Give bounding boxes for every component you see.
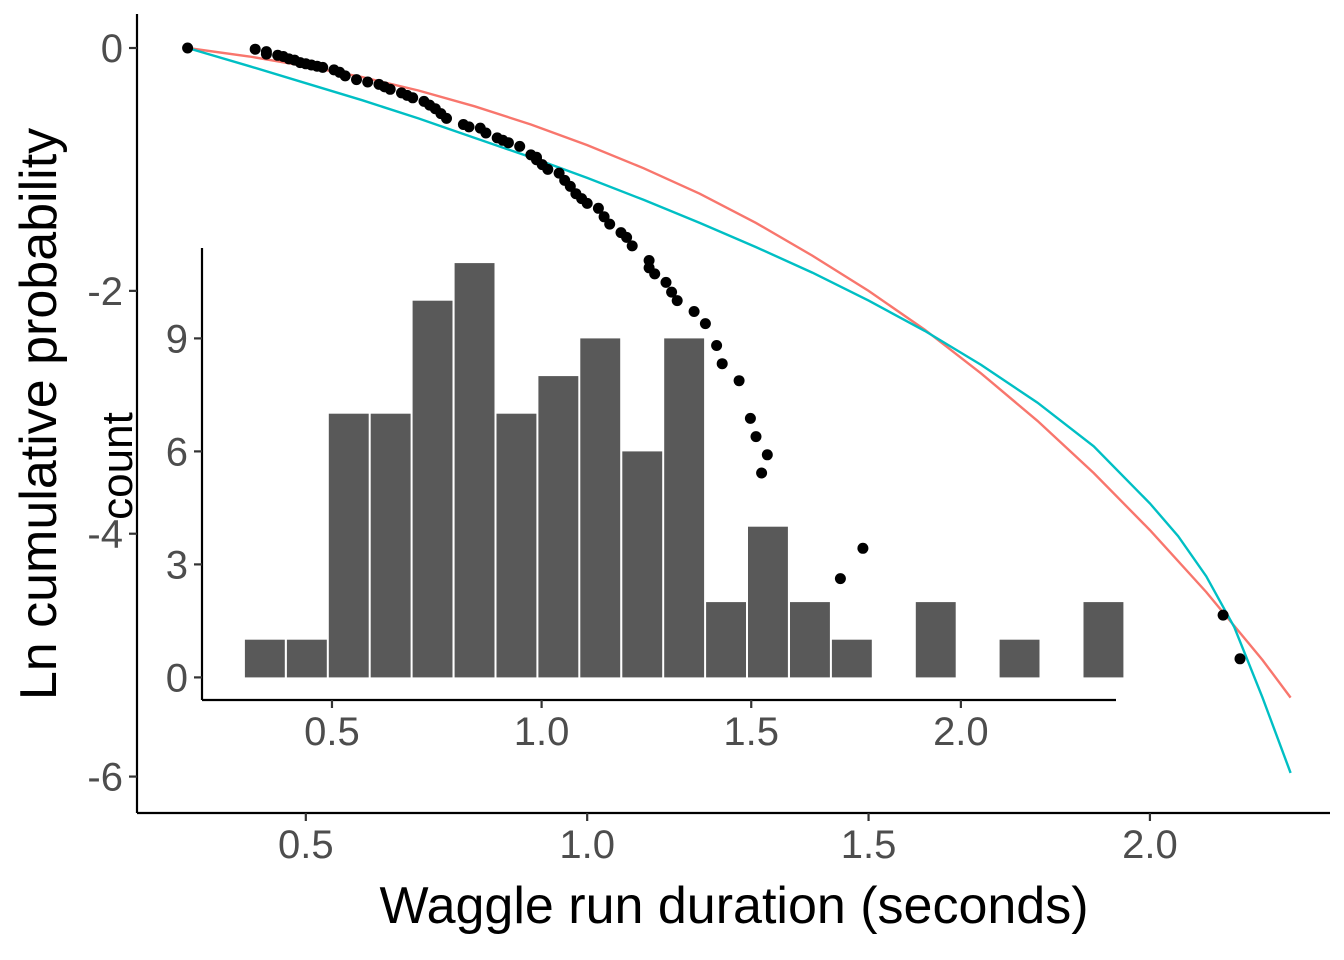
main-y-tick-label: -2 [87, 270, 123, 314]
main-plot-panel: 0.5 1.0 1.5 2.0 0 -2 -4 -6 Waggle run duration… [10, 14, 1330, 935]
data-point [463, 121, 475, 133]
data-point [621, 231, 633, 243]
histogram-bar [244, 639, 285, 678]
histogram-bar [915, 602, 956, 678]
data-point [666, 286, 678, 298]
main-y-tick-label: 0 [101, 27, 123, 71]
histogram-bar [328, 413, 369, 678]
data-point [649, 268, 661, 280]
data-point [514, 140, 526, 152]
histogram-bar [580, 338, 621, 678]
data-point [761, 449, 773, 461]
main-y-tick-label: -4 [87, 513, 123, 557]
histogram-bar [664, 338, 705, 678]
main-y-ticks: 0 -2 -4 -6 [87, 27, 137, 800]
main-y-axis-title: Ln cumulative probability [10, 128, 68, 700]
main-x-tick-label: 1.5 [841, 823, 897, 867]
data-point [317, 61, 329, 73]
data-point [249, 43, 261, 55]
data-point [480, 127, 492, 139]
histogram-bar [790, 602, 830, 678]
main-x-tick-label: 1.0 [559, 823, 615, 867]
data-point [542, 163, 554, 175]
data-point [604, 218, 616, 230]
data-point [384, 83, 396, 95]
inset-y-tick-label: 9 [166, 317, 188, 361]
histogram-bar [496, 413, 537, 678]
data-point [744, 412, 756, 424]
histogram-bar [286, 639, 327, 678]
data-point [711, 340, 723, 351]
main-x-axis-title: Waggle run duration (seconds) [379, 877, 1088, 935]
data-point [182, 42, 194, 54]
data-point [351, 74, 362, 86]
histogram-bar [538, 376, 579, 678]
histogram-bar [1083, 602, 1124, 678]
main-y-tick-label: -6 [87, 756, 123, 800]
data-point [407, 92, 419, 104]
data-point [581, 197, 593, 209]
inset-y-ticks: 0 3 6 9 [166, 317, 202, 700]
data-point [857, 542, 869, 554]
data-point [362, 76, 374, 88]
inset-y-tick-label: 6 [166, 430, 188, 474]
inset-x-tick-label: 1.5 [723, 710, 779, 754]
main-x-tick-label: 2.0 [1122, 823, 1178, 867]
data-point [733, 375, 745, 387]
histogram-bar [454, 263, 495, 678]
data-point [716, 358, 728, 370]
inset-y-axis-title: count [93, 412, 142, 520]
data-point [699, 318, 711, 330]
histogram-bar [748, 526, 788, 678]
main-x-ticks: 0.5 1.0 1.5 2.0 [278, 813, 1178, 867]
fit-curve-2 [187, 46, 1292, 774]
data-point [339, 70, 351, 82]
data-point [750, 431, 762, 443]
data-point [502, 137, 514, 149]
data-point [441, 112, 452, 124]
data-point [660, 276, 672, 288]
data-point [688, 306, 700, 317]
inset-histogram-panel: 0.5 1.0 1.5 2.0 0 3 6 9 count [93, 248, 1124, 754]
inset-y-tick-label: 0 [166, 656, 188, 700]
data-point [834, 573, 846, 585]
data-point [671, 295, 683, 307]
inset-x-ticks: 0.5 1.0 1.5 2.0 [304, 700, 989, 754]
data-point [1234, 653, 1246, 665]
inset-y-tick-label: 3 [166, 543, 188, 587]
data-point [592, 202, 604, 214]
histogram-bar [622, 451, 663, 678]
histogram-bar [999, 639, 1040, 678]
histogram-bar [412, 300, 453, 678]
histogram-bar [831, 639, 872, 678]
data-point [626, 240, 638, 252]
inset-x-tick-label: 1.0 [514, 710, 570, 754]
data-point [260, 48, 272, 60]
data-points [182, 42, 1246, 665]
main-x-tick-label: 0.5 [278, 823, 334, 867]
data-point [756, 467, 768, 479]
inset-x-tick-label: 0.5 [304, 710, 360, 754]
histogram-bars [244, 263, 1124, 678]
histogram-bar [706, 602, 746, 678]
data-point [1217, 609, 1229, 621]
inset-x-tick-label: 2.0 [933, 710, 989, 754]
histogram-bar [370, 413, 411, 678]
